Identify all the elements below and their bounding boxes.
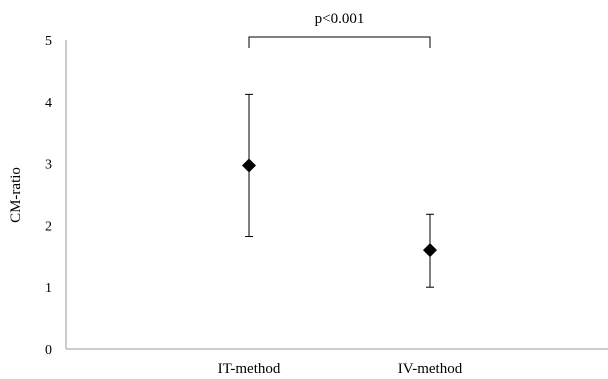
series <box>242 93 437 288</box>
y-tick-label: 4 <box>45 96 52 111</box>
y-tick-label: 0 <box>45 343 52 358</box>
category-labels: IT-method IV-method <box>218 361 463 377</box>
data-point <box>423 243 437 258</box>
y-tick-labels: 0 1 2 3 4 5 <box>45 34 52 358</box>
y-tick-label: 5 <box>45 34 52 49</box>
y-axis: 0 1 2 3 4 5 <box>45 34 67 358</box>
significance-label: p<0.001 <box>315 11 365 27</box>
y-tick-label: 2 <box>45 219 52 234</box>
significance-annotation: p<0.001 <box>248 11 431 48</box>
data-point <box>242 158 256 173</box>
category-label: IT-method <box>218 361 281 377</box>
significance-bracket <box>248 36 431 48</box>
x-axis: IT-method IV-method <box>66 348 608 377</box>
y-tick-label: 3 <box>45 158 52 173</box>
y-tick-label: 1 <box>45 281 52 296</box>
category-label: IV-method <box>398 361 463 377</box>
y-axis-title: CM-ratio <box>8 167 24 223</box>
